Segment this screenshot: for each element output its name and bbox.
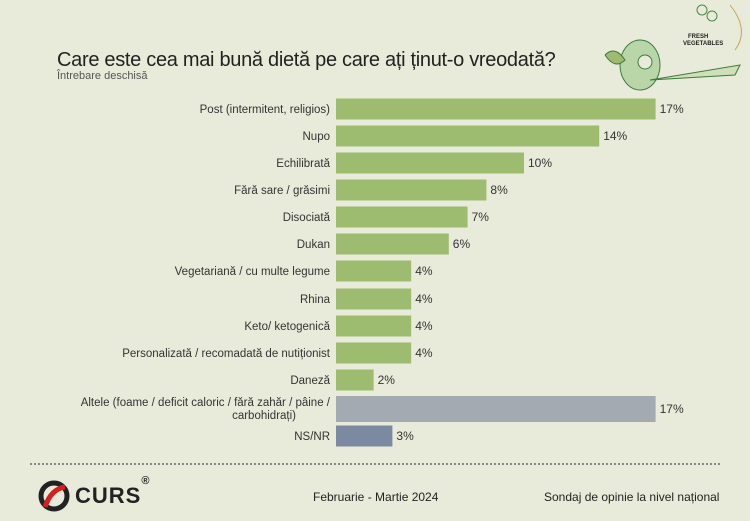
chart-subtitle: Întrebare deschisă (57, 70, 148, 82)
value-label: 10% (528, 156, 552, 170)
value-label: 4% (415, 292, 433, 306)
bar (336, 342, 412, 364)
category-label: Altele (foame / deficit caloric / fără z… (81, 397, 331, 422)
bar (336, 98, 656, 120)
separator (30, 463, 720, 465)
bar (336, 369, 374, 391)
value-label: 17% (660, 402, 684, 416)
value-label: 7% (472, 210, 490, 224)
category-label: Rhina (300, 294, 331, 306)
bar (336, 233, 449, 255)
value-label: 4% (415, 319, 433, 333)
category-label: Dukan (297, 239, 330, 251)
registered-mark: ® (141, 475, 151, 487)
survey-description: Sondaj de opinie la nivel național (544, 490, 720, 504)
svg-text:VEGETABLES: VEGETABLES (683, 41, 723, 47)
chart-title: Care este cea mai bună dietă pe care ați… (57, 49, 556, 71)
category-label: Keto/ ketogenică (244, 321, 330, 333)
bar (336, 152, 524, 174)
bar (336, 396, 656, 422)
curs-logo: CURS® (37, 475, 150, 513)
category-label: Post (intermitent, religios) (200, 104, 331, 116)
logo-text: CURS (75, 483, 142, 508)
value-label: 6% (453, 237, 471, 251)
survey-period: Februarie - Martie 2024 (313, 490, 439, 504)
bar (336, 179, 487, 201)
bar-chart: 17% Post (intermitent, religios) 14% Nupo 10… (81, 98, 684, 447)
fresh-vegetables-illustration: FRESH VEGETABLES (604, 4, 742, 91)
value-label: 8% (490, 183, 508, 197)
bar (336, 206, 468, 228)
bar (336, 125, 600, 147)
value-label: 14% (603, 129, 627, 143)
category-label: Echilibrată (276, 158, 330, 170)
category-label: Disociată (283, 212, 331, 224)
value-label: 17% (660, 102, 684, 116)
value-label: 4% (415, 346, 433, 360)
category-label: Personalizată / recomadată de nutiționis… (122, 348, 331, 360)
value-label: 4% (415, 264, 433, 278)
category-label: Nupo (303, 131, 331, 143)
category-label: Daneză (290, 375, 330, 387)
category-label: Vegetariană / cu multe legume (175, 266, 330, 278)
bar (336, 425, 393, 447)
value-label: 2% (378, 373, 396, 387)
category-label: NS/NR (294, 431, 330, 443)
value-label: 3% (396, 429, 414, 443)
bar (336, 315, 412, 337)
curs-logo-icon (38, 480, 70, 512)
category-label: Fără sare / grăsimi (234, 185, 330, 197)
svg-text:FRESH: FRESH (688, 34, 708, 40)
bar (336, 260, 412, 282)
bar (336, 288, 412, 310)
